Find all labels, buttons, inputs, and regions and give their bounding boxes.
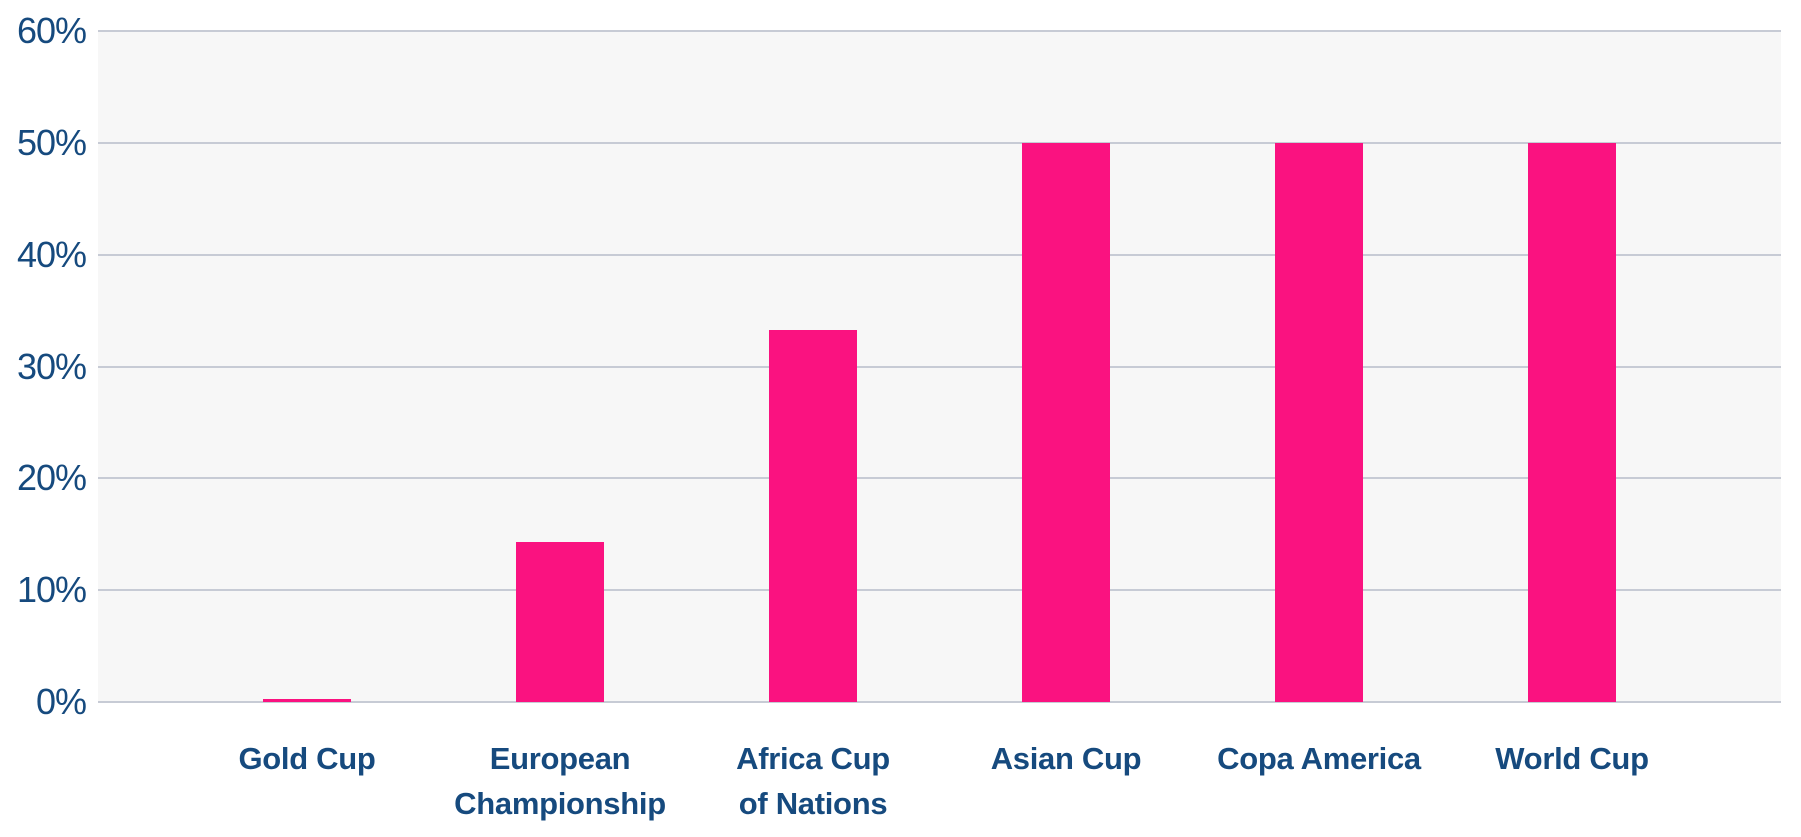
gridline-50 bbox=[98, 141, 1781, 144]
gridline-10 bbox=[98, 589, 1781, 592]
x-label-european-championship: European Championship bbox=[420, 736, 700, 826]
x-label-line: Africa Cup bbox=[736, 741, 890, 776]
bar-africa-cup-of-nations bbox=[769, 329, 857, 702]
y-tick-label: 20% bbox=[16, 457, 87, 499]
y-tick-label: 30% bbox=[16, 345, 87, 387]
x-label-line: Gold Cup bbox=[238, 741, 376, 776]
gridline-60 bbox=[98, 30, 1781, 32]
bar-european-championship bbox=[516, 542, 604, 702]
y-tick-label: 60% bbox=[16, 10, 87, 51]
x-label-line: Copa America bbox=[1217, 741, 1421, 776]
y-tick-label: 50% bbox=[16, 121, 87, 163]
y-tick-label: 10% bbox=[16, 569, 87, 611]
x-label-line: World Cup bbox=[1495, 741, 1649, 776]
y-tick-label: 40% bbox=[16, 233, 87, 275]
x-label-africa-cup-of-nations: Africa Cup of Nations bbox=[673, 736, 953, 826]
bar-asian-cup bbox=[1022, 142, 1110, 702]
x-label-asian-cup: Asian Cup bbox=[926, 736, 1206, 781]
x-label-world-cup: World Cup bbox=[1432, 736, 1712, 781]
gridline-20 bbox=[98, 477, 1781, 480]
x-label-gold-cup: Gold Cup bbox=[167, 736, 447, 781]
x-label-line: Asian Cup bbox=[990, 741, 1142, 776]
x-label-line: European bbox=[489, 741, 631, 776]
x-label-copa-america: Copa America bbox=[1179, 736, 1459, 781]
gridline-40 bbox=[98, 253, 1781, 256]
bar-copa-america bbox=[1275, 142, 1363, 702]
gridline-0 bbox=[98, 701, 1781, 703]
plot-area bbox=[98, 30, 1781, 703]
bar-gold-cup bbox=[263, 698, 351, 702]
gridline-30 bbox=[98, 365, 1781, 368]
x-label-line: of Nations bbox=[738, 786, 888, 821]
y-tick-label: 0% bbox=[35, 681, 87, 722]
bar-world-cup bbox=[1528, 142, 1616, 702]
x-label-line: Championship bbox=[454, 786, 666, 821]
